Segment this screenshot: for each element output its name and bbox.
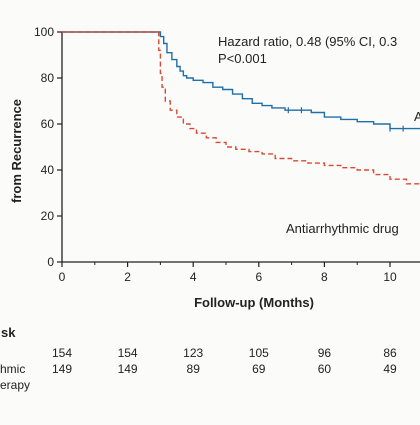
- risk-table-value: 60: [318, 362, 332, 376]
- ablation-survival-curve: [62, 31, 420, 130]
- x-tick-label: 0: [59, 270, 66, 284]
- risk-row-label-line1: hmic: [0, 362, 25, 376]
- chart-marks: 0 20 40 60 80 100 0 2 4 6 8 10 154 154 123 105 96 86 149 14…: [34, 25, 420, 376]
- risk-table-value: 69: [252, 362, 266, 376]
- x-tick-label: 8: [321, 270, 328, 284]
- risk-table-value: 154: [52, 346, 72, 360]
- y-tick-label: 100: [34, 25, 54, 39]
- risk-table-value: 123: [183, 346, 203, 360]
- risk-table-value: 86: [383, 346, 397, 360]
- x-tick-label: 6: [255, 270, 262, 284]
- drug-survival-curve: [62, 31, 420, 185]
- risk-table-value: 154: [118, 346, 138, 360]
- y-tick-label: 60: [41, 117, 55, 131]
- x-tick-label: 10: [383, 270, 397, 284]
- risk-table-value: 149: [52, 362, 72, 376]
- risk-table-header: sk: [1, 325, 16, 340]
- risk-table-value: 105: [249, 346, 269, 360]
- risk-table-value: 149: [118, 362, 138, 376]
- y-tick-label: 40: [41, 163, 55, 177]
- risk-table-value: 49: [383, 362, 397, 376]
- risk-table-value: 89: [187, 362, 201, 376]
- series-label-drug: Antiarrhythmic drug: [286, 221, 399, 236]
- x-tick-label: 2: [124, 270, 131, 284]
- y-tick-label: 20: [41, 209, 55, 223]
- x-axis-title: Follow-up (Months): [194, 295, 314, 310]
- series-label-ablation: A: [414, 109, 420, 124]
- risk-table-value: 96: [318, 346, 332, 360]
- p-value-text: P<0.001: [218, 51, 267, 66]
- y-axis-title: from Recurrence: [9, 99, 24, 203]
- risk-row-label-line2: erapy: [0, 378, 30, 392]
- y-tick-label: 80: [41, 71, 55, 85]
- hazard-ratio-text: Hazard ratio, 0.48 (95% CI, 0.3: [218, 34, 397, 49]
- x-tick-label: 4: [190, 270, 197, 284]
- y-tick-label: 0: [47, 255, 54, 269]
